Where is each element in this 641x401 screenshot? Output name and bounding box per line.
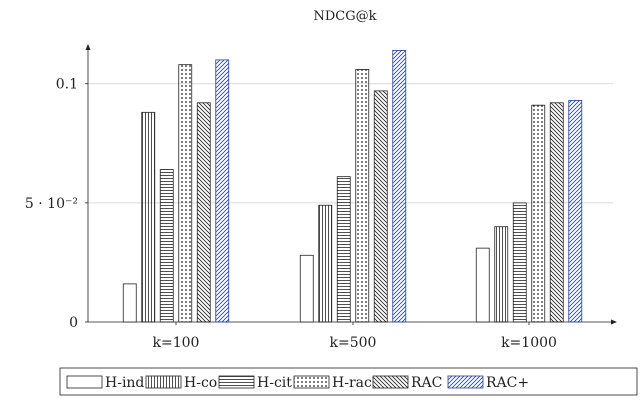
- bar-h-ind: [475, 247, 490, 323]
- legend-swatch: [372, 375, 409, 389]
- legend-label: RAC+: [486, 375, 529, 391]
- legend-swatch: [447, 375, 484, 389]
- y-axis-arrow-icon: [85, 44, 91, 50]
- x-tick-label: k=500: [330, 335, 377, 351]
- bar-h-co: [141, 111, 156, 323]
- legend-label: H-cit: [257, 375, 292, 391]
- legend-swatch: [218, 375, 255, 389]
- x-axis-arrow-icon: [611, 319, 617, 325]
- y-tick-labels: 0 5 · 10⁻² 0.1: [25, 77, 88, 331]
- bar-h-rac: [178, 64, 193, 323]
- bar-h-rac: [355, 69, 370, 323]
- bar-h-cit: [512, 202, 527, 323]
- legend-label: RAC: [411, 375, 442, 391]
- y-tick-label: 0.1: [56, 77, 78, 93]
- bar-h-co: [494, 226, 509, 323]
- bar-h-cit: [336, 176, 351, 323]
- x-tick-label: k=100: [153, 335, 200, 351]
- legend-swatch: [145, 375, 182, 389]
- bar-rac: [373, 90, 388, 323]
- bar-rac: [196, 102, 211, 323]
- chart-title: NDCG@k: [313, 9, 376, 24]
- legend-label: H-rac: [332, 375, 372, 391]
- legend-swatch: [293, 375, 330, 389]
- bar-rac: [549, 102, 564, 323]
- legend-swatch: [66, 375, 103, 389]
- bar-h-rac: [531, 104, 546, 323]
- x-tick-label: k=1000: [501, 335, 557, 351]
- legend-label: H-co: [184, 375, 217, 391]
- bar-h-co: [318, 204, 333, 323]
- bars: [122, 49, 583, 323]
- legend-label: H-ind: [105, 375, 144, 391]
- bar-rac-: [392, 49, 407, 323]
- bar-rac-: [568, 100, 583, 323]
- legend: H-ind H-co H-cit H-rac RAC RAC+: [59, 367, 638, 396]
- y-tick-label: 0: [69, 315, 78, 331]
- bar-h-cit: [159, 169, 174, 323]
- bar-rac-: [215, 59, 230, 323]
- bar-h-ind: [299, 254, 314, 323]
- x-tick-labels: k=100 k=500 k=1000: [153, 322, 557, 351]
- bar-h-ind: [122, 283, 137, 323]
- y-tick-label: 5 · 10⁻²: [25, 196, 78, 212]
